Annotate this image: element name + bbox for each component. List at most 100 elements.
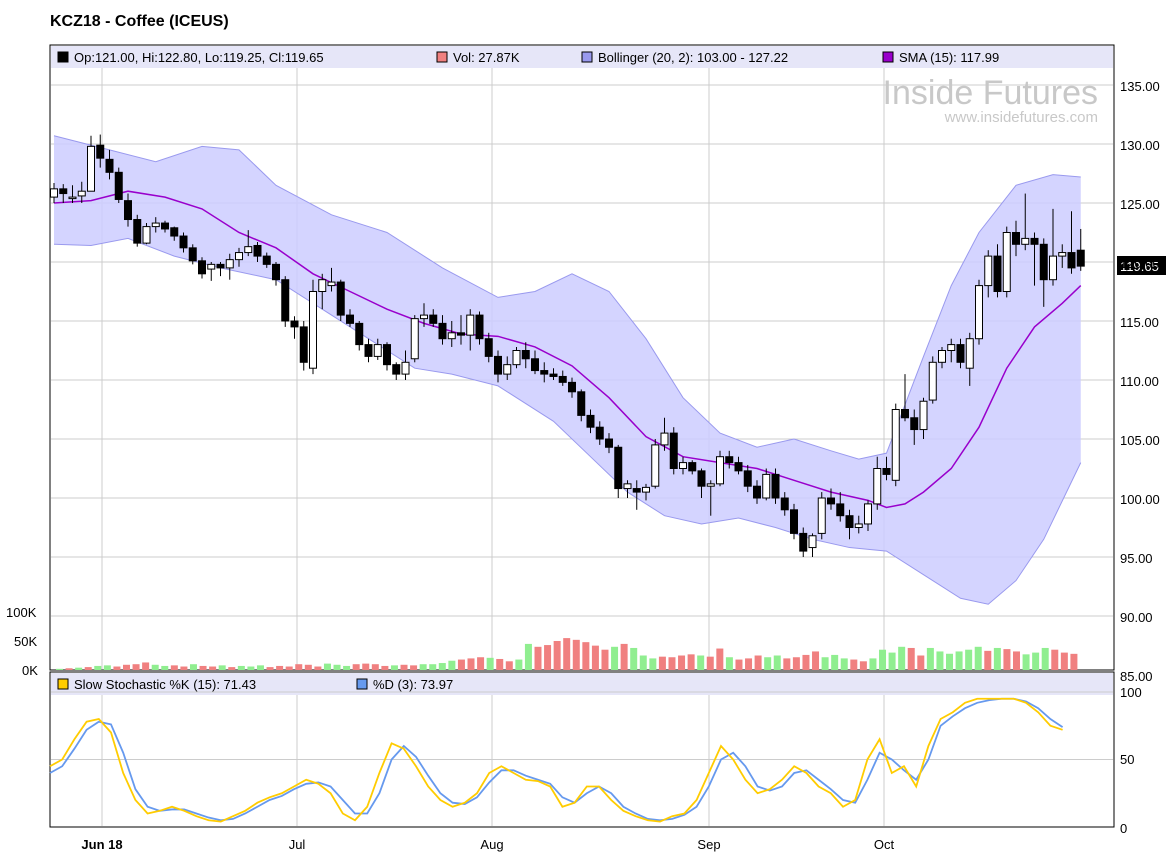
legend-bollinger-swatch [581, 51, 593, 63]
volume-bar [965, 649, 973, 670]
volume-bar [371, 664, 379, 670]
candle-body [743, 470, 752, 487]
candle-body [568, 381, 576, 393]
volume-bar [170, 665, 178, 670]
candle-body [410, 318, 419, 360]
volume-bar [812, 651, 820, 670]
candle-body [540, 370, 549, 375]
volume-tick: 50K [14, 634, 37, 649]
volume-bar [142, 662, 150, 670]
candle-body [50, 188, 58, 198]
candle-body [484, 338, 493, 357]
x-tick-jun18: Jun 18 [81, 837, 122, 852]
candle-body [1058, 252, 1067, 257]
volume-bar [218, 665, 226, 670]
volume-bar [687, 654, 695, 670]
candle-body [475, 314, 484, 340]
candle-body [808, 535, 817, 549]
volume-bar [716, 648, 724, 670]
volume-bar [362, 663, 370, 670]
volume-bar [65, 668, 73, 670]
candle-body [429, 314, 438, 324]
candle-body [225, 259, 234, 269]
candle-body [281, 279, 290, 322]
candle-body [1021, 237, 1030, 245]
candle-body [595, 426, 604, 440]
volume-bar [850, 659, 858, 670]
candle-body [253, 244, 262, 257]
candle-body [59, 188, 68, 195]
candle-body [207, 263, 216, 270]
volume-bar [888, 652, 896, 670]
volume-bar [869, 658, 877, 670]
candle-body [503, 364, 512, 375]
volume-bar [907, 647, 915, 670]
volume-bar [840, 658, 848, 670]
volume-bar [859, 661, 867, 670]
price-tick: 115.00 [1120, 315, 1159, 330]
x-tick-jul: Jul [289, 837, 306, 852]
legend-stoch-k-text: Slow Stochastic %K (15): 71.43 [74, 677, 256, 692]
candle-body [753, 485, 761, 499]
price-tick: 130.00 [1120, 138, 1160, 153]
candle-body [864, 503, 872, 525]
candles [50, 134, 1085, 557]
volume-bar [256, 665, 264, 670]
candle-body [734, 462, 743, 472]
candle-body [133, 219, 142, 244]
legend-ohlc-swatch [57, 51, 69, 63]
candle-body [170, 227, 179, 237]
volume-bar [410, 665, 418, 670]
candle-body [87, 145, 95, 192]
volume-bar [438, 663, 446, 670]
legend-bollinger-text: Bollinger (20, 2): 103.00 - 127.22 [598, 50, 788, 65]
volume-bar [620, 643, 628, 670]
candle-body [457, 332, 465, 336]
volume-bar [553, 641, 561, 670]
candle-body [466, 314, 475, 336]
volume-bar [898, 646, 906, 670]
candle-body [1076, 249, 1085, 267]
volume-bar [276, 665, 284, 670]
bollinger-upper-line [53, 135, 1081, 460]
candle-body [688, 462, 697, 472]
legend-volume-swatch [436, 51, 448, 63]
sma-polyline [53, 190, 1082, 509]
candle-body [1030, 237, 1039, 245]
candle-body [244, 246, 253, 254]
x-tick-oct: Oct [874, 837, 895, 852]
candle-body [790, 509, 798, 534]
volume-bar [658, 656, 666, 670]
volume-bar [486, 657, 494, 670]
candle-body [383, 344, 391, 366]
volume-bar [831, 654, 839, 670]
volume-bar [955, 651, 963, 670]
volume-bar [75, 667, 83, 670]
candle-body [679, 462, 687, 470]
volume-bar [783, 658, 791, 670]
volume-bar [477, 657, 485, 670]
candle-body [512, 350, 521, 366]
candle-body [762, 473, 771, 499]
volume-bar [285, 666, 293, 670]
candle-body [771, 473, 780, 499]
volume-bar [496, 658, 504, 670]
candle-body [188, 247, 197, 262]
x-axis: Jun 18 Jul Aug Sep Oct [81, 837, 894, 852]
volume-bar [1032, 652, 1040, 670]
volume-bar [161, 665, 169, 670]
candle-body [235, 252, 243, 261]
candle-body [272, 263, 280, 281]
candle-body [975, 285, 983, 340]
volume-bar [247, 666, 255, 670]
candle-body [549, 373, 558, 377]
candle-body [938, 350, 946, 363]
candle-body [910, 417, 919, 431]
candle-body [105, 158, 114, 173]
volume-bar [1003, 649, 1011, 670]
volume-bar [534, 646, 542, 670]
stoch-tick: 0 [1120, 821, 1127, 836]
candle-body [928, 361, 937, 401]
candle-body [401, 361, 410, 375]
last-price-tag-box [1117, 256, 1166, 275]
